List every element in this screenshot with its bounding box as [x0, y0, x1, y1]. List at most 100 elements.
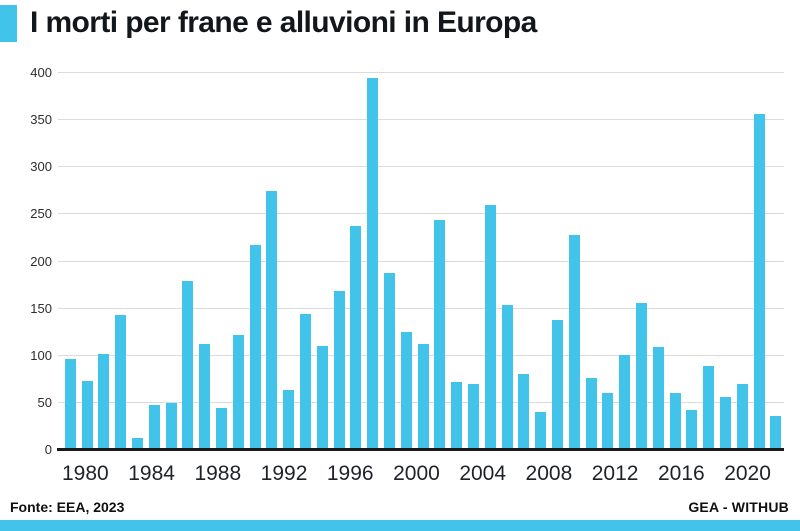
bar-slot	[465, 73, 482, 450]
bar-slot	[600, 73, 617, 450]
bar-slot	[700, 73, 717, 450]
bar-1998	[367, 77, 379, 450]
y-tick-label: 350	[30, 112, 52, 128]
x-axis-line	[57, 448, 784, 451]
x-slot: 2004	[459, 463, 506, 485]
bar-2006	[501, 304, 513, 450]
bar-2020	[736, 384, 748, 450]
bar-slot	[566, 73, 583, 450]
bar-slot	[196, 73, 213, 450]
bars-layer	[62, 73, 784, 450]
bar-2003	[451, 382, 463, 450]
bar-slot	[717, 73, 734, 450]
grid-line	[58, 307, 784, 309]
bar-2000	[400, 332, 412, 450]
bar-slot	[314, 73, 331, 450]
bar-1988	[199, 343, 211, 450]
bar-chart: 0 50 100 150 200 250 300 350 400 1980 1984 1988 199…	[30, 65, 784, 485]
bar-2002	[434, 220, 446, 450]
bar-1983	[115, 315, 127, 450]
x-slot: 1980	[62, 463, 109, 485]
bar-2015	[652, 347, 664, 450]
bar-1993	[283, 389, 295, 450]
x-slot: 1988	[194, 463, 241, 485]
bar-slot	[247, 73, 264, 450]
grid-line	[58, 166, 784, 168]
x-slot: 1984	[128, 463, 175, 485]
bar-1992	[266, 190, 278, 450]
bar-slot	[415, 73, 432, 450]
x-tick-label: 2000	[393, 462, 440, 485]
bar-1986	[165, 402, 177, 450]
x-tick-label: 1992	[260, 462, 308, 485]
y-tick-label: 100	[30, 347, 52, 363]
bar-slot	[112, 73, 129, 450]
bar-2001	[417, 343, 429, 450]
bar-slot	[734, 73, 751, 450]
bar-1987	[182, 281, 194, 450]
y-tick-label: 200	[30, 253, 52, 269]
bar-1999	[384, 272, 396, 450]
x-tick-label: 1988	[194, 462, 242, 485]
bar-slot	[482, 73, 499, 450]
bar-1980	[64, 358, 76, 450]
x-axis-labels: 1980 1984 1988 1992 1996 2000 2004 2008 2012 2016…	[62, 463, 784, 485]
bar-slot	[532, 73, 549, 450]
bar-1990	[232, 335, 244, 450]
x-tick-label: 2012	[591, 462, 639, 485]
grid-line	[58, 213, 784, 215]
bar-slot	[163, 73, 180, 450]
y-tick-label: 50	[37, 394, 52, 410]
x-tick-label: 2004	[459, 462, 507, 485]
bar-slot	[348, 73, 365, 450]
grid-line	[58, 72, 784, 73]
bar-slot	[616, 73, 633, 450]
y-tick-label: 150	[30, 300, 52, 316]
brand-attribution: GEA - WITHUB	[688, 499, 789, 515]
x-slot: 2016	[658, 463, 705, 485]
bar-slot	[516, 73, 533, 450]
bar-slot	[499, 73, 516, 450]
bar-2012	[602, 393, 614, 450]
bar-slot	[751, 73, 768, 450]
bar-slot	[264, 73, 281, 450]
x-tick-label: 2016	[657, 462, 705, 485]
bar-slot	[398, 73, 415, 450]
x-tick-label: 1996	[326, 462, 374, 485]
bottom-accent-strip	[0, 520, 800, 531]
bar-2013	[619, 354, 631, 450]
bar-2022	[770, 416, 782, 450]
bar-2010	[568, 235, 580, 450]
x-slot: 2012	[592, 463, 639, 485]
bar-2021	[753, 113, 765, 450]
bar-1996	[333, 290, 345, 450]
bar-slot	[96, 73, 113, 450]
x-tick-label: 1984	[128, 462, 175, 485]
bar-2007	[518, 373, 530, 450]
grid-line	[58, 119, 784, 121]
bar-slot	[364, 73, 381, 450]
page-title: I morti per frane e alluvioni in Europa	[30, 6, 537, 39]
bar-slot	[683, 73, 700, 450]
bar-slot	[230, 73, 247, 450]
bar-slot	[280, 73, 297, 450]
bar-slot	[583, 73, 600, 450]
y-tick-label: 0	[44, 442, 52, 457]
bar-2011	[585, 378, 597, 450]
bar-slot	[448, 73, 465, 450]
bar-2019	[719, 397, 731, 450]
bar-2005	[484, 204, 496, 450]
bar-slot	[650, 73, 667, 450]
x-slot: 2008	[526, 463, 573, 485]
bar-1981	[81, 381, 93, 450]
bar-slot	[633, 73, 650, 450]
bar-2017	[686, 410, 698, 450]
bar-slot	[146, 73, 163, 450]
bar-1995	[316, 346, 328, 450]
bar-2004	[468, 384, 480, 450]
x-slot: 1996	[327, 463, 374, 485]
y-tick-label: 400	[30, 65, 52, 80]
bar-2014	[635, 302, 647, 450]
bar-slot	[129, 73, 146, 450]
